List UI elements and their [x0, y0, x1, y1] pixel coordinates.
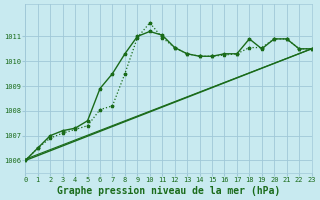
X-axis label: Graphe pression niveau de la mer (hPa): Graphe pression niveau de la mer (hPa) [57, 186, 280, 196]
